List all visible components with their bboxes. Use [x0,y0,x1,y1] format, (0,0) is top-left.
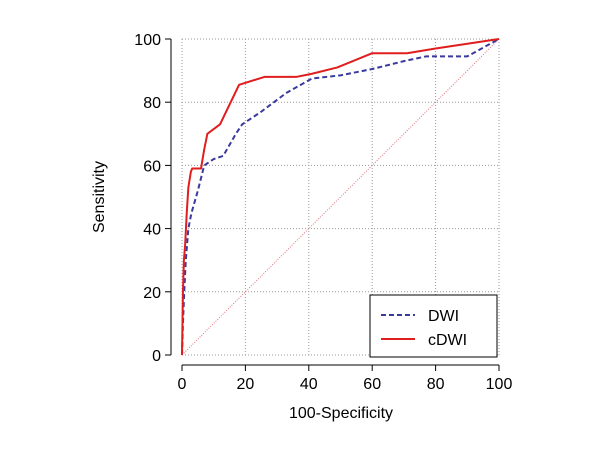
x-axis-title: 100-Specificity [289,405,393,422]
x-tick-label: 20 [237,376,255,393]
y-tick-label: 40 [143,222,161,239]
reference-diagonal [181,38,500,356]
legend-box [369,294,498,358]
y-axis-title: Sensitivity [91,161,108,233]
legend-label-dwi: DWI [428,308,459,325]
x-tick-label: 100 [486,376,513,393]
legend-label-cdwi: cDWI [428,332,467,349]
x-tick-label: 60 [363,376,381,393]
series-line-cdwi [181,38,500,356]
x-tick-label: 80 [427,376,445,393]
series-layer [181,38,500,356]
series-line-dwi [181,38,500,356]
ticks-layer: 0 20 40 60 80 100 0 20 40 60 80 100 [134,32,512,393]
y-tick-label: 20 [143,285,161,302]
legend: DWI cDWI [369,294,498,358]
axes-layer [170,39,499,366]
x-tick-label: 40 [300,376,318,393]
y-tick-label: 100 [134,32,161,49]
y-tick-label: 0 [152,348,161,365]
y-tick-label: 80 [143,95,161,112]
x-tick-label: 0 [178,376,187,393]
y-tick-label: 60 [143,158,161,175]
